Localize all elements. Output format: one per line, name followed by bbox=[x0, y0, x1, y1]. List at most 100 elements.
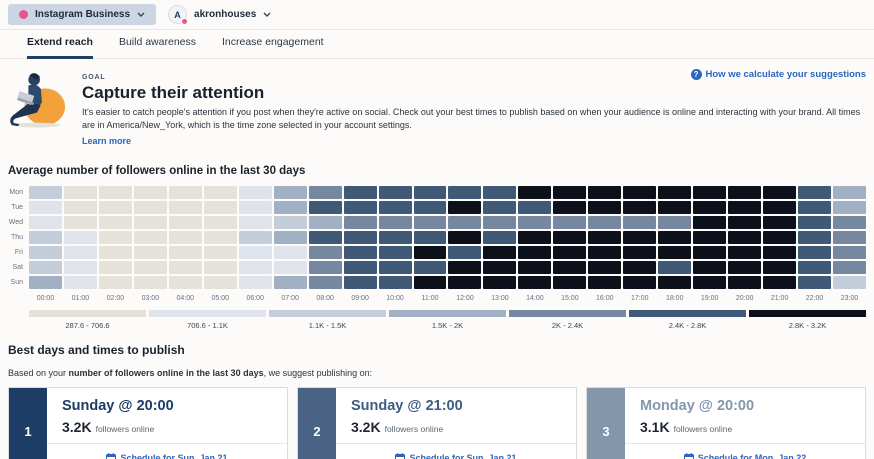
heatmap-cell[interactable] bbox=[238, 276, 272, 290]
heatmap-cell[interactable] bbox=[553, 201, 587, 215]
heatmap-cell[interactable] bbox=[238, 201, 272, 215]
tab-extend-reach[interactable]: Extend reach bbox=[27, 30, 93, 59]
heatmap-cell[interactable] bbox=[273, 246, 307, 260]
heatmap-cell[interactable] bbox=[588, 186, 622, 200]
heatmap-cell[interactable] bbox=[378, 276, 412, 290]
heatmap-cell[interactable] bbox=[658, 261, 692, 275]
heatmap-cell[interactable] bbox=[63, 216, 97, 230]
network-selector[interactable]: Instagram Business bbox=[8, 4, 157, 25]
heatmap-cell[interactable] bbox=[693, 246, 727, 260]
heatmap-cell[interactable] bbox=[588, 216, 622, 230]
heatmap-cell[interactable] bbox=[623, 231, 657, 245]
heatmap-cell[interactable] bbox=[343, 261, 377, 275]
heatmap-cell[interactable] bbox=[273, 201, 307, 215]
heatmap-cell[interactable] bbox=[833, 261, 866, 275]
heatmap-cell[interactable] bbox=[728, 246, 762, 260]
heatmap-cell[interactable] bbox=[693, 276, 727, 290]
heatmap-cell[interactable] bbox=[238, 246, 272, 260]
heatmap-cell[interactable] bbox=[168, 186, 202, 200]
heatmap-cell[interactable] bbox=[728, 231, 762, 245]
heatmap-cell[interactable] bbox=[728, 216, 762, 230]
heatmap-cell[interactable] bbox=[98, 231, 132, 245]
heatmap-cell[interactable] bbox=[413, 231, 447, 245]
heatmap-cell[interactable] bbox=[238, 216, 272, 230]
heatmap-cell[interactable] bbox=[553, 231, 587, 245]
heatmap-cell[interactable] bbox=[168, 246, 202, 260]
heatmap-cell[interactable] bbox=[483, 246, 517, 260]
heatmap-cell[interactable] bbox=[98, 276, 132, 290]
heatmap-cell[interactable] bbox=[378, 246, 412, 260]
heatmap-cell[interactable] bbox=[798, 261, 832, 275]
heatmap-cell[interactable] bbox=[483, 276, 517, 290]
tab-build-awareness[interactable]: Build awareness bbox=[119, 30, 196, 59]
heatmap-cell[interactable] bbox=[378, 216, 412, 230]
heatmap-cell[interactable] bbox=[518, 216, 552, 230]
heatmap-cell[interactable] bbox=[29, 261, 62, 275]
heatmap-cell[interactable] bbox=[273, 261, 307, 275]
heatmap-cell[interactable] bbox=[343, 246, 377, 260]
heatmap-cell[interactable] bbox=[833, 231, 866, 245]
heatmap-cell[interactable] bbox=[29, 246, 62, 260]
heatmap-cell[interactable] bbox=[133, 216, 167, 230]
heatmap-cell[interactable] bbox=[448, 246, 482, 260]
heatmap-cell[interactable] bbox=[588, 261, 622, 275]
heatmap-cell[interactable] bbox=[378, 261, 412, 275]
heatmap-cell[interactable] bbox=[203, 246, 237, 260]
heatmap-cell[interactable] bbox=[798, 186, 832, 200]
heatmap-cell[interactable] bbox=[623, 186, 657, 200]
heatmap-cell[interactable] bbox=[658, 216, 692, 230]
heatmap-cell[interactable] bbox=[413, 201, 447, 215]
heatmap-cell[interactable] bbox=[98, 186, 132, 200]
heatmap-cell[interactable] bbox=[378, 201, 412, 215]
heatmap-cell[interactable] bbox=[448, 231, 482, 245]
heatmap-cell[interactable] bbox=[693, 216, 727, 230]
heatmap-cell[interactable] bbox=[693, 201, 727, 215]
heatmap-cell[interactable] bbox=[168, 261, 202, 275]
heatmap-cell[interactable] bbox=[728, 186, 762, 200]
heatmap-cell[interactable] bbox=[798, 246, 832, 260]
heatmap-cell[interactable] bbox=[343, 231, 377, 245]
heatmap-cell[interactable] bbox=[168, 231, 202, 245]
heatmap-cell[interactable] bbox=[308, 276, 342, 290]
heatmap-cell[interactable] bbox=[133, 201, 167, 215]
heatmap-cell[interactable] bbox=[518, 231, 552, 245]
heatmap-cell[interactable] bbox=[693, 186, 727, 200]
heatmap-cell[interactable] bbox=[833, 201, 866, 215]
heatmap-cell[interactable] bbox=[693, 261, 727, 275]
heatmap-cell[interactable] bbox=[518, 246, 552, 260]
heatmap-cell[interactable] bbox=[308, 201, 342, 215]
heatmap-cell[interactable] bbox=[798, 231, 832, 245]
heatmap-cell[interactable] bbox=[308, 186, 342, 200]
heatmap-cell[interactable] bbox=[448, 261, 482, 275]
heatmap-cell[interactable] bbox=[168, 216, 202, 230]
heatmap-cell[interactable] bbox=[413, 261, 447, 275]
heatmap-cell[interactable] bbox=[63, 261, 97, 275]
heatmap-cell[interactable] bbox=[623, 246, 657, 260]
heatmap-cell[interactable] bbox=[833, 186, 866, 200]
heatmap-cell[interactable] bbox=[203, 276, 237, 290]
heatmap-cell[interactable] bbox=[763, 201, 797, 215]
heatmap-cell[interactable] bbox=[658, 231, 692, 245]
heatmap-cell[interactable] bbox=[763, 276, 797, 290]
schedule-post-link[interactable]: Schedule for Sun, Jan 21 bbox=[395, 453, 517, 459]
heatmap-cell[interactable] bbox=[588, 276, 622, 290]
heatmap-cell[interactable] bbox=[553, 261, 587, 275]
heatmap-cell[interactable] bbox=[483, 186, 517, 200]
heatmap-cell[interactable] bbox=[763, 261, 797, 275]
heatmap-cell[interactable] bbox=[763, 231, 797, 245]
heatmap-cell[interactable] bbox=[588, 231, 622, 245]
heatmap-cell[interactable] bbox=[203, 231, 237, 245]
heatmap-cell[interactable] bbox=[623, 261, 657, 275]
heatmap-cell[interactable] bbox=[308, 246, 342, 260]
heatmap-cell[interactable] bbox=[308, 231, 342, 245]
heatmap-cell[interactable] bbox=[238, 231, 272, 245]
heatmap-cell[interactable] bbox=[133, 246, 167, 260]
heatmap-cell[interactable] bbox=[518, 276, 552, 290]
heatmap-cell[interactable] bbox=[763, 246, 797, 260]
heatmap-cell[interactable] bbox=[448, 201, 482, 215]
heatmap-cell[interactable] bbox=[588, 246, 622, 260]
heatmap-cell[interactable] bbox=[553, 276, 587, 290]
heatmap-cell[interactable] bbox=[203, 201, 237, 215]
schedule-post-link[interactable]: Schedule for Mon, Jan 22 bbox=[683, 453, 806, 459]
heatmap-cell[interactable] bbox=[728, 201, 762, 215]
